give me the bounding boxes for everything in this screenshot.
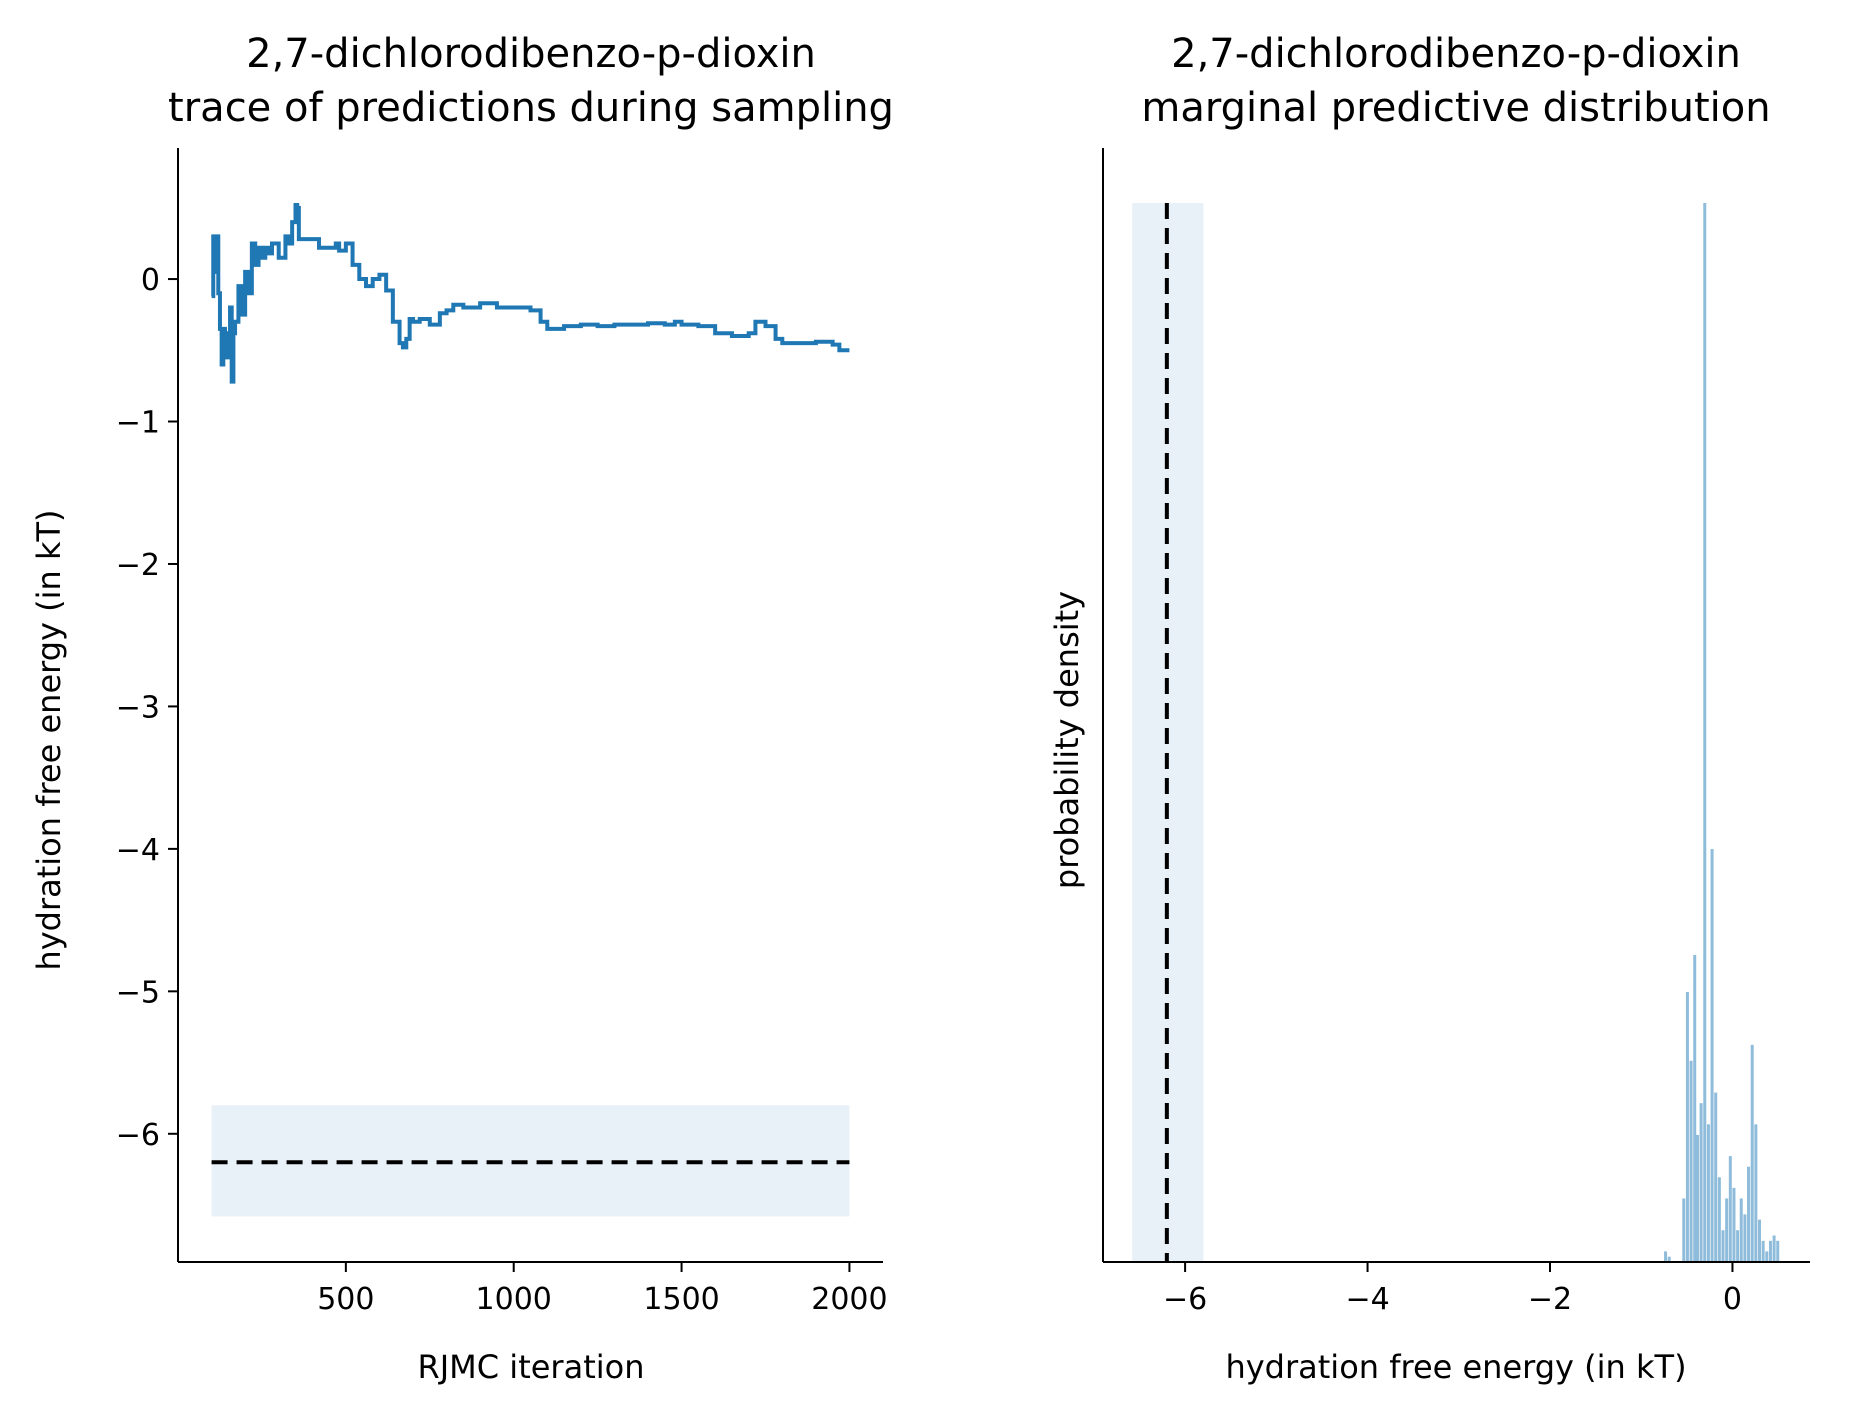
- histogram-bar: [1706, 1124, 1710, 1262]
- histogram-panel: 2,7-dichlorodibenzo-p-dioxin marginal pr…: [1048, 31, 1810, 1386]
- x-tick-label: 2000: [811, 1282, 887, 1317]
- histogram-bars: [1664, 203, 1780, 1262]
- y-tick-label: −6: [116, 1118, 160, 1153]
- trace-title-line2: trace of predictions during sampling: [168, 85, 894, 131]
- trace-title-line1: 2,7-dichlorodibenzo-p-dioxin: [246, 31, 816, 77]
- histogram-y-axis-label: probability density: [1048, 591, 1086, 889]
- trace-y-ticks: 0 −1 −2 −3 −4 −5 −6: [116, 263, 178, 1153]
- x-tick-label: −4: [1345, 1282, 1389, 1317]
- trace-axes: [177, 148, 883, 1263]
- histogram-bar: [1714, 1092, 1718, 1262]
- histogram-axes: [1102, 148, 1810, 1263]
- x-tick-label: 0: [1723, 1282, 1742, 1317]
- x-tick-label: −6: [1163, 1282, 1207, 1317]
- x-tick-label: −2: [1528, 1282, 1572, 1317]
- histogram-bar: [1703, 203, 1707, 1262]
- histogram-bar: [1743, 1214, 1747, 1262]
- trace-y-axis-label: hydration free energy (in kT): [30, 509, 68, 970]
- histogram-bar: [1768, 1240, 1772, 1262]
- histogram-bar: [1736, 1230, 1740, 1262]
- histogram-bar: [1750, 1044, 1754, 1262]
- trace-x-ticks: 500 1000 1500 2000: [317, 1262, 888, 1317]
- y-tick-label: −2: [116, 548, 160, 583]
- histogram-title-line1: 2,7-dichlorodibenzo-p-dioxin: [1171, 31, 1741, 77]
- histogram-bar: [1717, 1177, 1721, 1262]
- x-tick-label: 500: [317, 1282, 374, 1317]
- histogram-bar: [1699, 1103, 1703, 1262]
- y-tick-label: 0: [141, 263, 160, 298]
- histogram-bar: [1725, 1198, 1729, 1262]
- histogram-bar: [1710, 848, 1714, 1262]
- histogram-bar: [1772, 1235, 1776, 1262]
- histogram-bar: [1776, 1240, 1780, 1262]
- histogram-bar: [1758, 1219, 1762, 1262]
- histogram-bar: [1728, 1156, 1732, 1262]
- trace-reference-band: [211, 1105, 850, 1217]
- histogram-title-line2: marginal predictive distribution: [1141, 85, 1770, 131]
- y-tick-label: −1: [116, 406, 160, 441]
- histogram-bar: [1761, 1240, 1765, 1262]
- histogram-bar: [1732, 1187, 1736, 1262]
- histogram-bar: [1667, 1256, 1671, 1262]
- histogram-x-ticks: −6 −4 −2 0: [1163, 1262, 1742, 1317]
- trace-x-axis-label: RJMC iteration: [418, 1348, 645, 1386]
- x-tick-label: 1500: [643, 1282, 719, 1317]
- histogram-bar: [1685, 991, 1689, 1262]
- histogram-bar: [1693, 954, 1697, 1262]
- histogram-bar: [1695, 1134, 1699, 1262]
- uncertainty-band: [211, 1105, 850, 1217]
- histogram-bar: [1664, 1251, 1668, 1262]
- histogram-bar: [1765, 1251, 1769, 1262]
- histogram-bar: [1689, 1060, 1693, 1262]
- x-tick-label: 1000: [476, 1282, 552, 1317]
- histogram-x-axis-label: hydration free energy (in kT): [1225, 1348, 1686, 1386]
- trace-panel: 2,7-dichlorodibenzo-p-dioxin trace of pr…: [30, 31, 894, 1386]
- histogram-bar: [1747, 1166, 1751, 1262]
- trace-line-0: [211, 202, 850, 384]
- histogram-bar: [1754, 1124, 1758, 1262]
- y-tick-label: −3: [116, 690, 160, 725]
- histogram-bar: [1682, 1198, 1686, 1262]
- histogram-bar: [1721, 1230, 1725, 1262]
- trace-series: [211, 202, 850, 384]
- histogram-bar: [1739, 1198, 1743, 1262]
- y-tick-label: −5: [116, 975, 160, 1010]
- y-tick-label: −4: [116, 833, 160, 868]
